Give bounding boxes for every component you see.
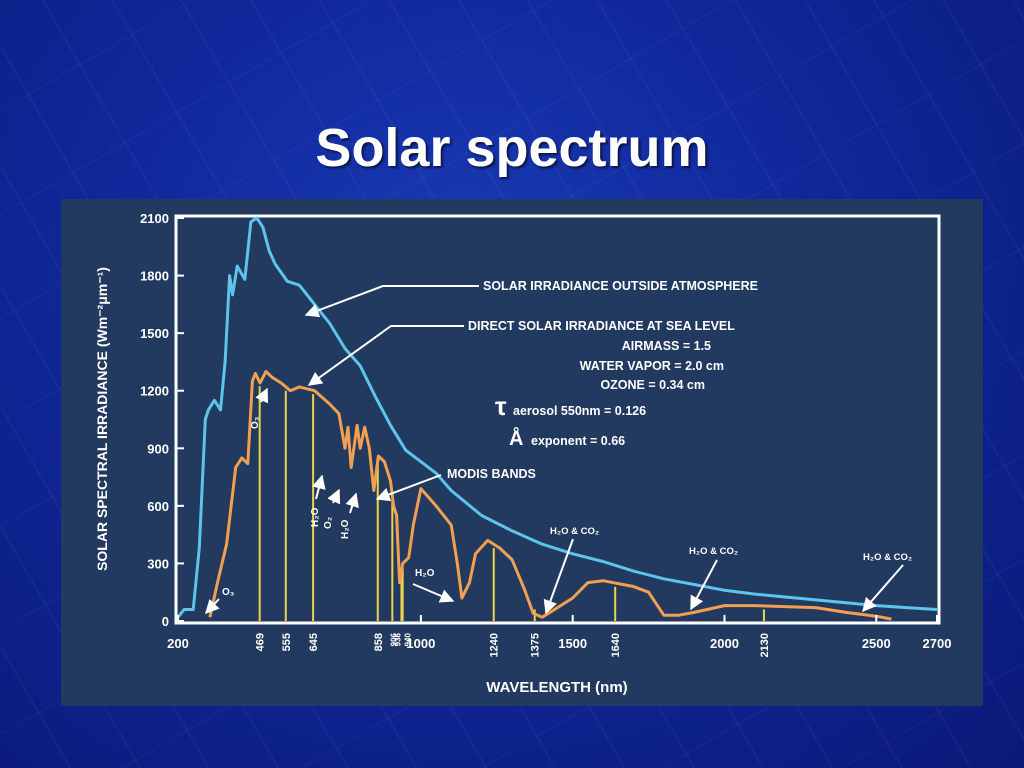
water-vapor-label: WATER VAPOR = 2.0 cm: [580, 359, 724, 373]
plot-frame: [174, 214, 941, 625]
angstrom-symbol: Å: [509, 426, 523, 450]
arrow-o2: [327, 488, 341, 505]
modis-band-label-1640: 1640: [610, 633, 622, 657]
annotation-arrows: [205, 285, 904, 615]
legend-sea-level: DIRECT SOLAR IRRADIANCE AT SEA LEVEL: [468, 319, 735, 333]
y-tick-label-900: 900: [147, 441, 169, 456]
arrow-sea-level: [307, 325, 464, 386]
o2-label: O₂: [323, 517, 334, 529]
modis-band-label-940: 940: [404, 632, 413, 646]
h2o-label-740: H₂O: [310, 507, 321, 527]
modis-band-label-645: 645: [308, 633, 320, 651]
modis-band-label-1375: 1375: [530, 633, 542, 657]
x-tick-label-2000: 2000: [710, 636, 739, 651]
h2o-co2-label-1: H₂O & CO₂: [550, 526, 599, 537]
x-tick-label-2500: 2500: [862, 636, 891, 651]
series-layer: [176, 216, 938, 621]
slide-title: Solar spectrum: [315, 118, 709, 179]
modis-band-label-936: 936: [393, 632, 402, 646]
chart-panel: 469 555 645 858 906 936 940 1240 1375 1640 2130 0 3…: [61, 199, 983, 706]
angstrom-label: exponent = 0.66: [531, 434, 625, 448]
arrow-h2o-740: [312, 474, 326, 500]
arrow-h2o-1100: [412, 583, 455, 603]
y-tick-label-2100: 2100: [140, 211, 169, 226]
ozone-label: OZONE = 0.34 cm: [600, 378, 705, 392]
tau-label: aerosol 550nm = 0.126: [513, 404, 646, 418]
arrow-h2o-820: [345, 492, 359, 514]
arrow-outside-atmosphere: [304, 285, 479, 318]
h2o-co2-label-2: H₂O & CO₂: [689, 546, 738, 557]
arrow-o3-peak: [255, 387, 269, 404]
modis-band-label-555: 555: [281, 633, 293, 651]
arrow-h2o-co2-1: [543, 538, 574, 615]
h2o-label-820: H₂O: [340, 519, 351, 539]
h2o-label-1100: H₂O: [415, 568, 435, 579]
y-tick-label-0: 0: [162, 614, 169, 629]
x-tick-label-1000: 1000: [406, 636, 435, 651]
o3-label-left: O₃: [222, 587, 235, 598]
modis-band-label-906: 906: [389, 632, 398, 646]
modis-band-label-1240: 1240: [489, 633, 501, 657]
series-line-sea-level: [208, 370, 892, 621]
arrow-h2o-co2-2: [690, 559, 718, 611]
x-axis-label: WAVELENGTH (nm): [486, 679, 627, 696]
y-tick-label-1800: 1800: [140, 269, 169, 284]
axis-ticks: 0 300 600 900 1200 1500 1800 2100 200 1000 1500 200…: [140, 211, 951, 651]
series-line-outside-atmosphere: [176, 216, 938, 619]
x-tick-label-200: 200: [167, 636, 189, 651]
modis-band-label-2130: 2130: [759, 633, 771, 657]
airmass-label: AIRMASS = 1.5: [622, 339, 711, 353]
modis-bands-label: MODIS BANDS: [447, 467, 536, 481]
y-tick-label-1500: 1500: [140, 326, 169, 341]
o3-label-peak: O₃: [250, 416, 261, 429]
y-tick-label-600: 600: [147, 499, 169, 514]
modis-band-label-469: 469: [255, 633, 267, 651]
x-tick-label-1500: 1500: [558, 636, 587, 651]
y-axis-label: SOLAR SPECTRAL IRRADIANCE (Wm⁻²μm⁻¹): [94, 267, 110, 571]
x-tick-label-2700: 2700: [923, 636, 952, 651]
arrow-o3-left: [205, 598, 220, 615]
h2o-co2-label-3: H₂O & CO₂: [863, 552, 912, 563]
arrow-modis: [375, 474, 442, 502]
y-tick-label-300: 300: [147, 556, 169, 571]
arrow-h2o-co2-3: [862, 564, 904, 613]
legend-outside-atmosphere: SOLAR IRRADIANCE OUTSIDE ATMOSPHERE: [483, 279, 758, 293]
modis-band-label-858: 858: [373, 633, 385, 651]
tau-symbol: τ: [495, 391, 507, 421]
y-tick-label-1200: 1200: [140, 384, 169, 399]
